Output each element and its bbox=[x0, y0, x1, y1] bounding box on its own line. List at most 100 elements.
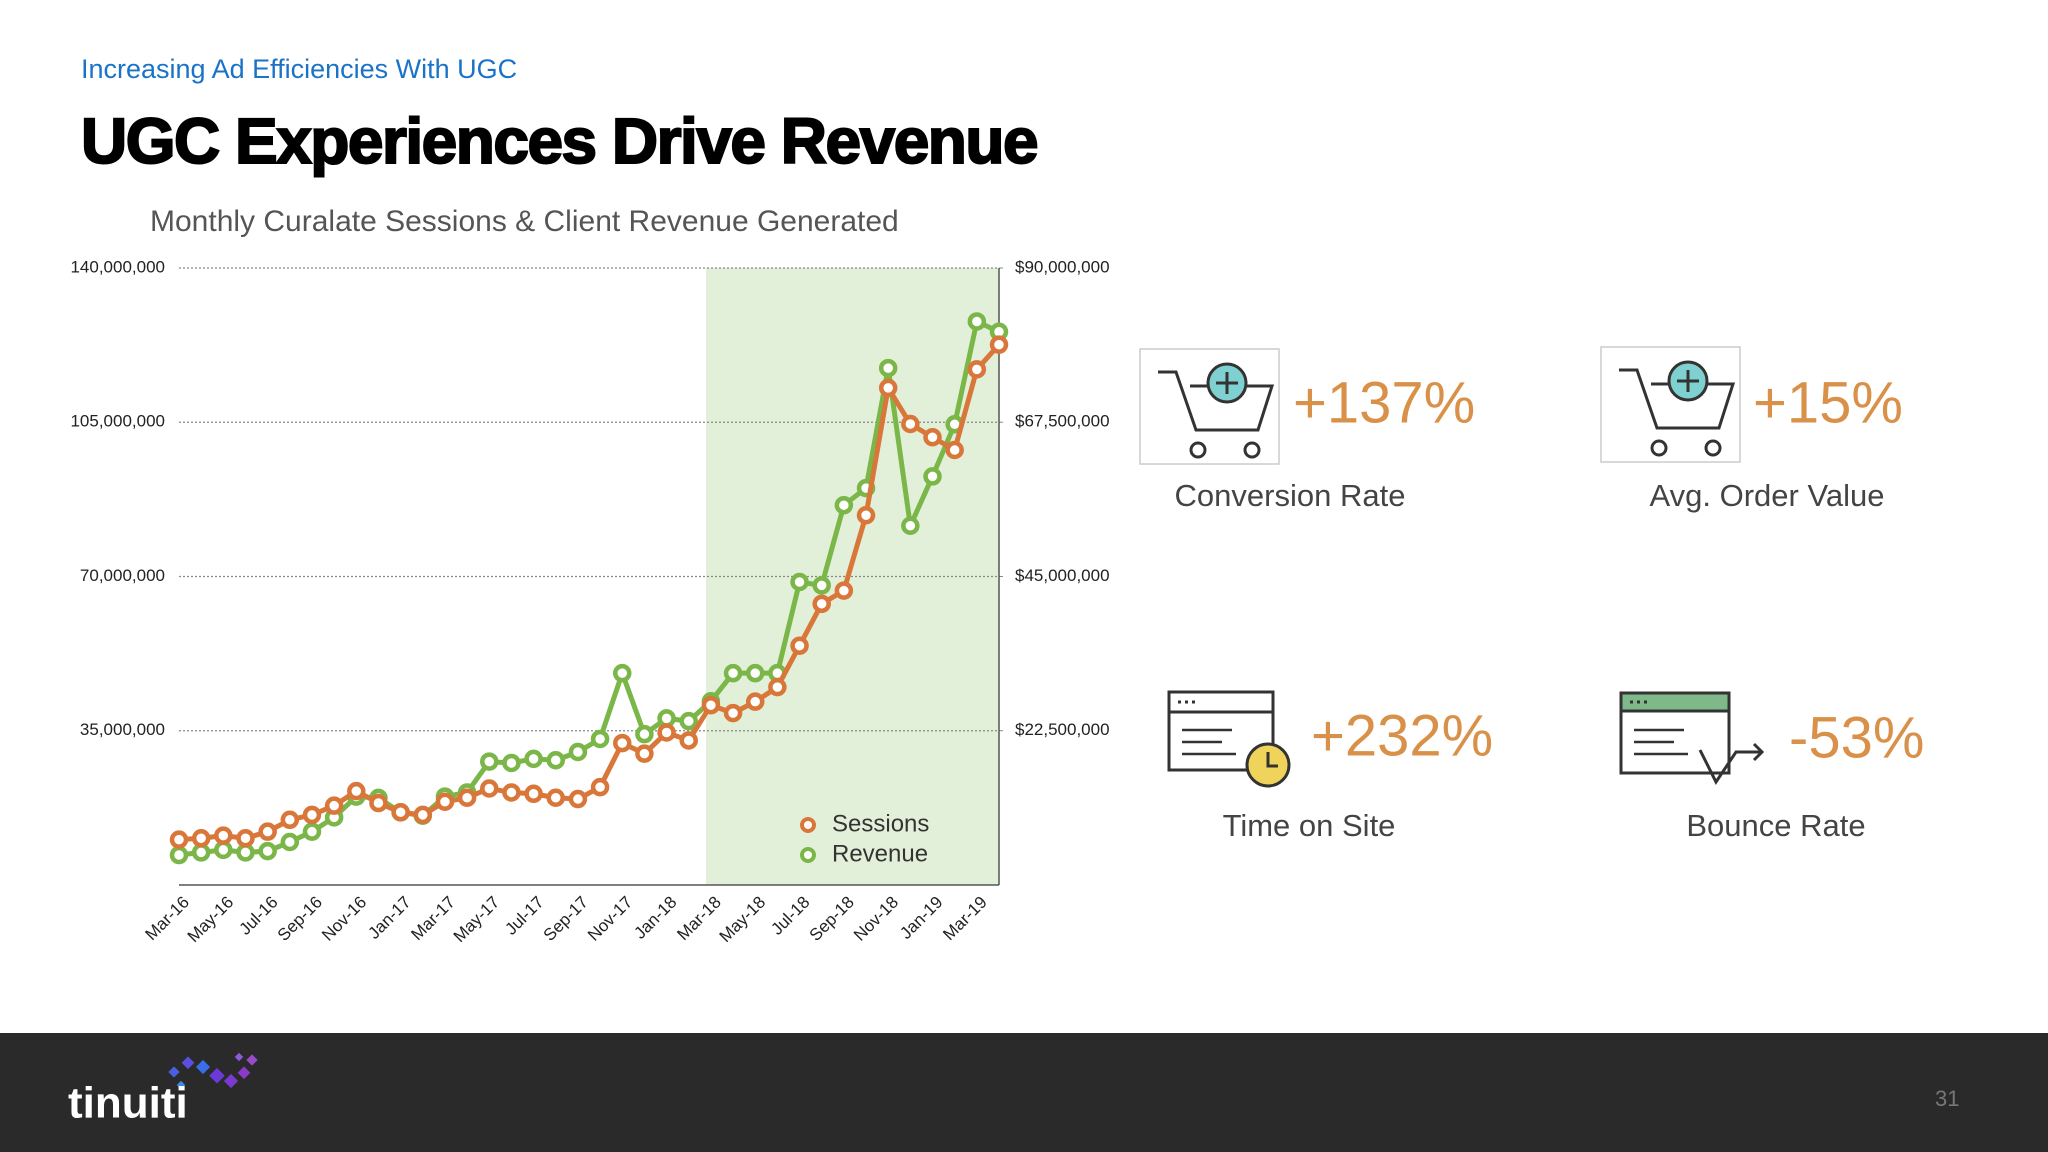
x-tick-label: Sep-18 bbox=[806, 893, 858, 945]
x-tick-label: May-18 bbox=[716, 893, 770, 947]
data-point bbox=[214, 826, 233, 845]
data-point bbox=[590, 729, 610, 749]
stat-value: +232% bbox=[1311, 703, 1493, 768]
data-point bbox=[546, 788, 566, 807]
data-point bbox=[612, 733, 632, 753]
data-point bbox=[391, 803, 410, 822]
data-point bbox=[568, 742, 588, 762]
page-number: 31 bbox=[1935, 1086, 1959, 1111]
data-point bbox=[745, 663, 765, 683]
x-tick-label: Jan-17 bbox=[364, 893, 414, 943]
x-tick-label: Nov-17 bbox=[584, 893, 636, 945]
data-point bbox=[878, 358, 898, 378]
data-point bbox=[457, 788, 477, 807]
stat-value: +15% bbox=[1753, 370, 1903, 435]
data-point bbox=[347, 781, 366, 801]
data-point bbox=[812, 594, 831, 614]
data-point bbox=[413, 805, 433, 825]
title: UGC Experiences Drive Revenue bbox=[81, 105, 1037, 177]
data-point bbox=[790, 636, 809, 655]
data-point bbox=[967, 312, 987, 331]
data-point bbox=[169, 845, 189, 865]
data-point bbox=[657, 723, 676, 742]
y2-tick-label: $67,500,000 bbox=[1015, 412, 1110, 431]
stat-value: -53% bbox=[1789, 705, 1924, 770]
y-tick-label: 105,000,000 bbox=[70, 412, 165, 431]
x-tick-label: Mar-16 bbox=[141, 893, 193, 945]
x-tick-label: May-16 bbox=[184, 893, 238, 947]
data-point bbox=[302, 822, 322, 841]
data-point bbox=[901, 516, 920, 536]
data-point bbox=[679, 711, 698, 731]
x-tick-label: Mar-19 bbox=[939, 893, 991, 945]
x-tick-label: Jan-18 bbox=[630, 893, 680, 943]
x-tick-label: Nov-18 bbox=[850, 893, 902, 945]
legend-label: Sessions bbox=[832, 810, 929, 837]
data-point bbox=[191, 829, 211, 848]
x-tick-label: Sep-17 bbox=[540, 893, 592, 945]
data-point bbox=[480, 752, 499, 771]
data-point bbox=[435, 792, 455, 811]
data-point bbox=[258, 841, 277, 861]
data-point bbox=[568, 789, 588, 809]
data-point bbox=[612, 663, 632, 683]
chart-title: Monthly Curalate Sessions & Client Reven… bbox=[150, 205, 899, 238]
data-point bbox=[790, 572, 809, 592]
subtitle: Increasing Ad Efficiencies With UGC bbox=[81, 54, 517, 84]
data-point bbox=[502, 783, 521, 802]
data-point bbox=[679, 731, 698, 750]
data-point bbox=[878, 378, 898, 398]
legend-marker bbox=[800, 847, 816, 863]
data-point bbox=[923, 467, 942, 486]
data-point bbox=[723, 663, 743, 683]
stat-label: Avg. Order Value bbox=[1650, 478, 1885, 513]
stat-label: Conversion Rate bbox=[1175, 478, 1406, 513]
data-point bbox=[191, 843, 211, 862]
data-point bbox=[302, 805, 322, 825]
y2-tick-label: $22,500,000 bbox=[1015, 720, 1110, 739]
data-point bbox=[635, 724, 654, 744]
data-point bbox=[723, 703, 743, 723]
data-point bbox=[989, 335, 1009, 354]
x-tick-label: Mar-18 bbox=[673, 893, 725, 945]
data-point bbox=[214, 840, 233, 860]
data-point bbox=[169, 830, 189, 849]
data-point bbox=[635, 744, 654, 763]
data-point bbox=[546, 750, 566, 770]
legend-label: Revenue bbox=[832, 840, 928, 867]
data-point bbox=[745, 692, 765, 711]
legend-marker bbox=[800, 817, 816, 833]
data-point bbox=[834, 581, 854, 600]
stat-label: Bounce Rate bbox=[1686, 808, 1865, 843]
data-point bbox=[923, 427, 942, 447]
data-point bbox=[258, 822, 277, 841]
data-point bbox=[834, 495, 854, 515]
data-point bbox=[369, 793, 388, 813]
y-tick-label: 140,000,000 bbox=[70, 257, 165, 276]
data-point bbox=[236, 829, 255, 848]
brand-logo-dots bbox=[168, 1052, 258, 1090]
data-point bbox=[945, 440, 964, 460]
data-point bbox=[967, 360, 987, 379]
data-point bbox=[236, 843, 255, 862]
brand: tinuiti bbox=[68, 1079, 188, 1128]
data-point bbox=[856, 505, 876, 525]
y-tick-label: 70,000,000 bbox=[80, 566, 165, 585]
x-tick-label: Sep-16 bbox=[274, 893, 326, 945]
data-point bbox=[524, 784, 543, 804]
cart-icon bbox=[1600, 346, 1741, 463]
y2-tick-label: $90,000,000 bbox=[1015, 257, 1110, 276]
data-point bbox=[590, 777, 610, 797]
y-tick-label: 35,000,000 bbox=[80, 720, 165, 739]
cart-icon bbox=[1139, 348, 1280, 465]
data-point bbox=[701, 695, 721, 715]
data-point bbox=[280, 810, 300, 830]
data-point bbox=[812, 576, 831, 595]
data-point bbox=[324, 796, 344, 815]
browser-clock-icon bbox=[1167, 690, 1291, 788]
data-point bbox=[480, 779, 499, 798]
x-tick-label: May-17 bbox=[450, 893, 504, 947]
x-tick-label: Mar-17 bbox=[407, 893, 459, 945]
bounce-icon bbox=[1619, 691, 1765, 785]
